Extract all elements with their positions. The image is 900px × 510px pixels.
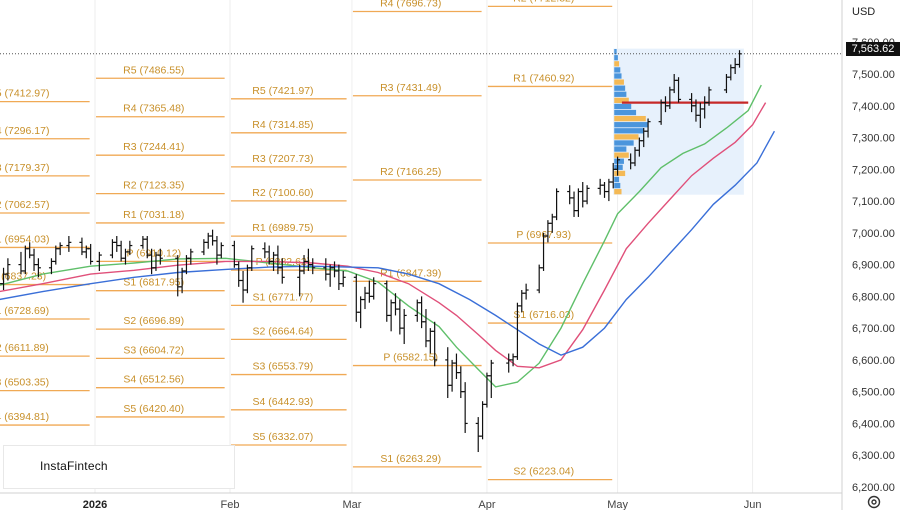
pivot-level-label: S1 (6771.77) bbox=[253, 291, 314, 303]
pivot-level-label: R4 (7365.48) bbox=[123, 103, 184, 115]
volume-profile-bar bbox=[614, 140, 634, 146]
pivot-level-label: R2 (7100.60) bbox=[252, 187, 313, 199]
x-tick-label: May bbox=[607, 499, 628, 510]
x-tick-label: Apr bbox=[478, 499, 495, 510]
logo-text: InstaFintech bbox=[40, 459, 108, 473]
pivot-level-label: R3 (7179.37) bbox=[0, 162, 49, 174]
pivot-level-label: R2 (7123.35) bbox=[123, 180, 184, 192]
pivot-level-label: S2 (6696.89) bbox=[123, 315, 184, 327]
volume-profile-bar bbox=[614, 103, 632, 110]
volume-profile-bar bbox=[614, 73, 622, 79]
pivot-level-label: S5 (6420.40) bbox=[123, 403, 184, 415]
volume-profile-bar bbox=[614, 158, 624, 164]
volume-profile-bar bbox=[614, 164, 623, 170]
y-tick-label: 7,200.00 bbox=[852, 164, 895, 176]
gear-icon[interactable] bbox=[866, 494, 882, 510]
pivot-level-label: R2 (7712.82) bbox=[513, 0, 574, 4]
pivot-level-label: S1 (6728.69) bbox=[0, 305, 49, 317]
y-tick-label: 6,600.00 bbox=[852, 355, 895, 367]
y-tick-label: 6,300.00 bbox=[852, 450, 895, 462]
volume-profile-bar bbox=[614, 67, 621, 73]
volume-profile-bar bbox=[614, 182, 621, 189]
pivot-level-label: S2 (6664.64) bbox=[253, 325, 314, 337]
pivot-level-label: R4 (7696.73) bbox=[380, 0, 441, 10]
y-tick-label: 6,500.00 bbox=[852, 387, 895, 399]
pivot-level-label: R3 (7207.73) bbox=[252, 153, 313, 165]
currency-label[interactable]: USD bbox=[852, 6, 876, 18]
volume-profile-bar bbox=[614, 49, 617, 55]
volume-profile-bar bbox=[614, 85, 626, 91]
x-tick-label: Jun bbox=[744, 499, 762, 510]
pivot-level-label: R4 (7314.85) bbox=[252, 119, 313, 131]
volume-profile-bar bbox=[614, 109, 637, 116]
pivot-level-label: R5 (7421.97) bbox=[252, 85, 313, 97]
pivot-level-label: S2 (6611.89) bbox=[0, 342, 49, 354]
volume-profile-bar bbox=[614, 115, 646, 122]
pivot-level-label: S3 (6503.35) bbox=[0, 377, 49, 389]
pivot-level-label: R2 (7166.25) bbox=[380, 166, 441, 178]
pivot-level-label: S3 (6604.72) bbox=[123, 344, 184, 356]
volume-profile-bar bbox=[614, 79, 624, 85]
y-tick-label: 7,300.00 bbox=[852, 133, 895, 145]
pivot-level-label: S4 (6394.81) bbox=[0, 411, 49, 423]
volume-profile-bar bbox=[614, 189, 622, 195]
x-tick-label: 2026 bbox=[83, 499, 107, 510]
moving-average-line bbox=[0, 84, 762, 388]
pivot-level-label: S2 (6223.04) bbox=[513, 466, 574, 478]
pivot-level-label: S5 (6332.07) bbox=[253, 431, 314, 443]
volume-profile-bar bbox=[614, 128, 644, 134]
pivot-level-label: S1 (6263.29) bbox=[380, 453, 441, 465]
y-tick-label: 7,500.00 bbox=[852, 69, 895, 81]
pivot-level-label: P (6910.12) bbox=[126, 247, 181, 259]
pivot-level-label: R5 (7412.97) bbox=[0, 88, 49, 100]
pivot-level-label: S1 (6716.03) bbox=[513, 309, 574, 321]
y-tick-label: 6,700.00 bbox=[852, 323, 895, 335]
moving-average-line bbox=[0, 102, 767, 369]
pivot-level-label: R1 (6847.39) bbox=[380, 267, 441, 279]
volume-profile-bar bbox=[614, 170, 626, 177]
volume-profile-bar bbox=[614, 152, 629, 158]
volume-profile-area bbox=[613, 48, 744, 195]
y-tick-label: 7,000.00 bbox=[852, 228, 895, 240]
y-tick-label: 6,900.00 bbox=[852, 260, 895, 272]
watermark-logo: InstaFintech bbox=[3, 445, 235, 489]
y-tick-label: 6,400.00 bbox=[852, 418, 895, 430]
moving-average-line bbox=[0, 130, 776, 356]
y-tick-label: 7,100.00 bbox=[852, 196, 895, 208]
pivot-level-label: R3 (7244.41) bbox=[123, 141, 184, 153]
volume-profile-bar bbox=[614, 55, 618, 61]
pivot-level-label: S4 (6442.93) bbox=[253, 396, 314, 408]
pivot-level-label: P (6837.23) bbox=[0, 271, 46, 283]
pivot-level-label: S3 (6553.79) bbox=[253, 361, 314, 373]
volume-profile-bar bbox=[614, 134, 639, 140]
volume-profile-bar bbox=[614, 176, 620, 183]
volume-profile-bar bbox=[614, 97, 629, 103]
pivot-level-label: R1 (7031.18) bbox=[123, 209, 184, 221]
pivot-level-label: R5 (7486.55) bbox=[123, 64, 184, 76]
pivot-level-label: P (6582.15) bbox=[383, 352, 438, 364]
volume-profile-bar bbox=[614, 91, 627, 97]
pivot-level-label: R1 (6989.75) bbox=[252, 222, 313, 234]
y-tick-label: 7,400.00 bbox=[852, 101, 895, 113]
pivot-level-label: R4 (7296.17) bbox=[0, 125, 49, 137]
last-price-badge: 7,563.62 bbox=[846, 42, 900, 56]
pivot-level-label: R1 (7460.92) bbox=[513, 72, 574, 84]
y-tick-label: 6,800.00 bbox=[852, 291, 895, 303]
x-tick-label: Mar bbox=[342, 499, 361, 510]
volume-profile-bar bbox=[614, 146, 627, 152]
volume-profile-bar bbox=[614, 61, 620, 67]
volume-profile-bar bbox=[614, 122, 649, 128]
y-tick-label: 6,200.00 bbox=[852, 482, 895, 494]
x-tick-label: Feb bbox=[221, 499, 240, 510]
pivot-level-label: R2 (7062.57) bbox=[0, 199, 49, 211]
pivot-level-label: S4 (6512.56) bbox=[123, 374, 184, 386]
pivot-level-label: R1 (6954.03) bbox=[0, 233, 49, 245]
pivot-level-label: R3 (7431.49) bbox=[380, 82, 441, 94]
pivot-level-label: S1 (6817.95) bbox=[123, 277, 184, 289]
